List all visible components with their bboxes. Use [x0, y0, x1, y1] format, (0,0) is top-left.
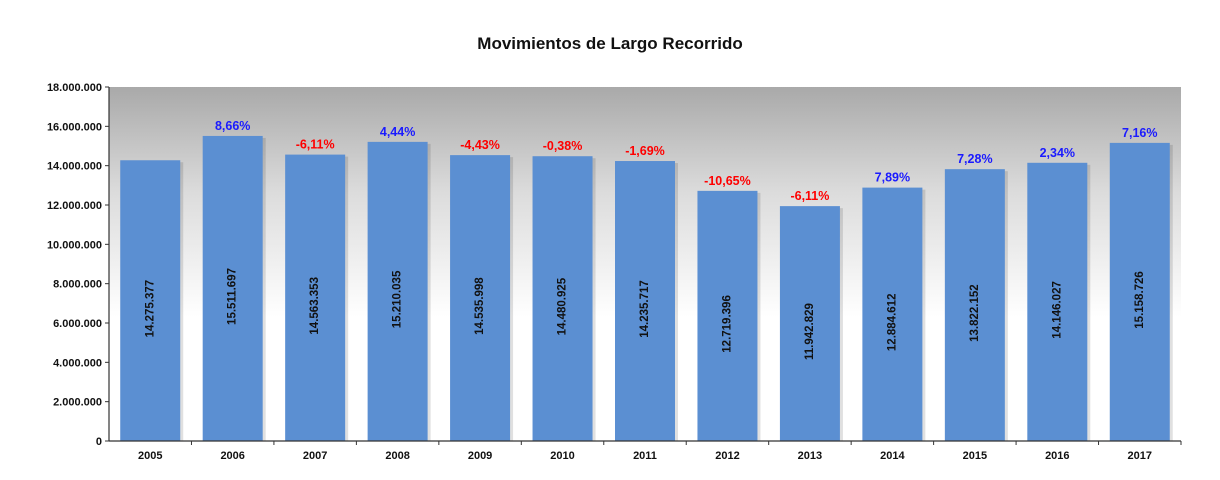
bar-value-label: 13.822.152	[969, 284, 981, 342]
y-tick-label: 6.000.000	[53, 318, 102, 330]
bar-value-label: 14.235.717	[639, 280, 651, 338]
change-percent-label: -4,43%	[460, 138, 500, 152]
chart-title: Movimientos de Largo Recorrido	[477, 34, 743, 53]
y-tick-label: 12.000.000	[47, 200, 102, 212]
bar-value-label: 15.158.726	[1134, 271, 1146, 329]
change-percent-label: 2,34%	[1040, 146, 1075, 160]
bar-2016	[1027, 162, 1088, 441]
bars-group: 14.275.377 15.511.697 8,66% 14.563.353 -6,11…	[120, 119, 1173, 442]
change-percent-label: -1,69%	[625, 144, 665, 158]
bar-2015	[944, 169, 1005, 441]
x-tick-label: 2014	[880, 450, 905, 462]
change-percent-label: -10,65%	[704, 174, 751, 188]
bar-2011	[615, 161, 675, 442]
x-tick-label: 2011	[633, 450, 657, 462]
y-tick-label: 18.000.000	[47, 82, 102, 94]
y-tick-label: 8.000.000	[53, 279, 102, 291]
change-percent-label: 8,66%	[215, 119, 250, 133]
x-tick-label: 2015	[963, 450, 987, 462]
bar-2010	[532, 156, 593, 441]
bar-value-label: 14.480.925	[557, 277, 569, 335]
bar-value-label: 14.563.353	[309, 277, 321, 335]
bar-2006	[202, 135, 263, 441]
bar-value-label: 15.210.035	[392, 270, 404, 328]
x-tick-label: 2010	[550, 450, 574, 462]
bar-2017	[1109, 142, 1170, 441]
bar-value-label: 14.535.998	[474, 277, 486, 335]
bar-value-label: 15.511.697	[227, 268, 239, 325]
x-tick-label: 2008	[385, 450, 409, 462]
bar-2008	[367, 141, 428, 441]
bar-value-label: 14.275.377	[144, 280, 156, 338]
change-percent-label: -6,11%	[296, 138, 335, 152]
x-tick-label: 2017	[1128, 450, 1152, 462]
bar-2007	[285, 154, 346, 441]
change-percent-label: 7,89%	[875, 171, 910, 185]
bar-2014	[862, 187, 923, 441]
x-tick-label: 2013	[798, 450, 822, 462]
x-tick-label: 2007	[303, 450, 327, 462]
bar-value-label: 12.719.396	[721, 295, 733, 353]
y-tick-label: 10.000.000	[47, 239, 102, 251]
change-percent-label: -0,38%	[543, 139, 583, 153]
bar-value-label: 14.146.027	[1051, 281, 1063, 339]
y-tick-label: 4.000.000	[53, 357, 102, 369]
bar-2005	[120, 160, 181, 441]
x-tick-label: 2009	[468, 450, 492, 462]
bar-value-label: 12.884.612	[886, 294, 898, 352]
x-tick-label: 2016	[1045, 450, 1069, 462]
bar-2013	[779, 206, 840, 441]
bar-value-label: 11.942.829	[804, 303, 816, 360]
change-percent-label: -6,11%	[790, 189, 829, 203]
axes-group: 0 2.000.000 4.000.000 6.000.000 8.000.000 10.…	[47, 82, 1182, 462]
y-tick-label: 0	[96, 436, 102, 448]
y-tick-label: 2.000.000	[53, 397, 102, 409]
y-tick-label: 16.000.000	[47, 121, 102, 133]
y-tick-label: 14.000.000	[47, 161, 102, 173]
change-percent-label: 7,16%	[1122, 126, 1157, 140]
change-percent-label: 7,28%	[957, 152, 992, 166]
bar-2009	[450, 155, 511, 441]
bar-2012	[697, 190, 758, 441]
x-tick-label: 2005	[138, 450, 162, 462]
x-tick-label: 2012	[715, 450, 739, 462]
x-tick-label: 2006	[220, 450, 244, 462]
change-percent-label: 4,44%	[380, 125, 415, 139]
